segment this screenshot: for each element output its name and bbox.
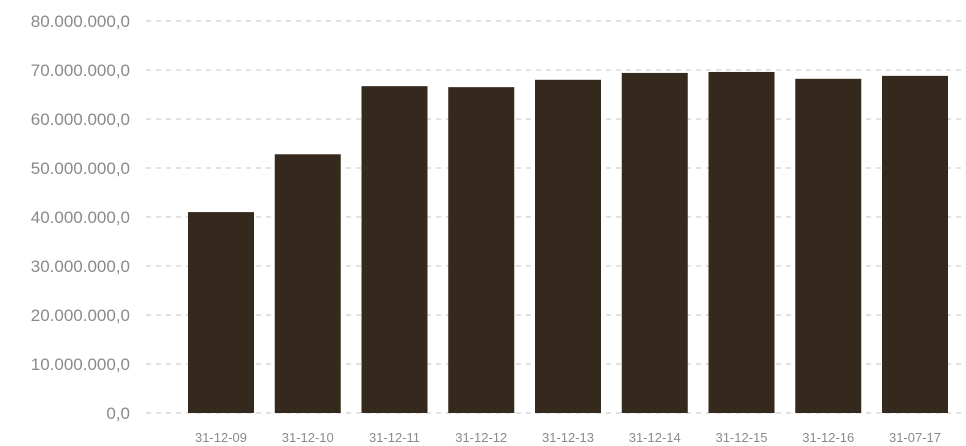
bar-31-12-14 (621, 72, 688, 413)
y-tick-label: 70.000.000,0 (31, 61, 130, 80)
bar-31-12-16 (795, 78, 862, 413)
y-tick-label: 40.000.000,0 (31, 208, 130, 227)
x-axis-tick-labels: 31-12-09 31-12-10 31-12-11 31-12-12 31-12-13… (195, 430, 941, 445)
x-tick-label: 31-12-13 (542, 430, 594, 445)
x-tick-label: 31-12-10 (282, 430, 334, 445)
x-tick-label: 31-12-14 (629, 430, 681, 445)
x-tick-label: 31-12-09 (195, 430, 247, 445)
bar-31-12-12 (448, 87, 515, 414)
x-tick-label: 31-12-16 (802, 430, 854, 445)
x-tick-label: 31-07-17 (889, 430, 941, 445)
y-tick-label: 60.000.000,0 (31, 110, 130, 129)
x-tick-label: 31-12-11 (369, 430, 420, 445)
y-tick-label: 50.000.000,0 (31, 159, 130, 178)
y-tick-label: 10.000.000,0 (31, 355, 130, 374)
bar-31-12-09 (188, 212, 254, 413)
bar-31-12-15 (708, 71, 775, 414)
bar-31-12-13 (535, 79, 601, 414)
x-tick-label: 31-12-15 (715, 430, 767, 445)
y-tick-label: 20.000.000,0 (31, 306, 130, 325)
bar-31-07-17 (882, 75, 948, 413)
y-tick-label: 30.000.000,0 (31, 257, 130, 276)
bar-31-12-10 (274, 154, 341, 413)
y-axis-tick-labels: 0,0 10.000.000,0 20.000.000,0 30.000.000,0 4… (31, 12, 130, 423)
bar-31-12-11 (361, 86, 428, 414)
bars (188, 71, 948, 414)
y-tick-label: 0,0 (106, 404, 130, 423)
x-tick-label: 31-12-12 (455, 430, 507, 445)
y-tick-label: 80.000.000,0 (31, 12, 130, 31)
